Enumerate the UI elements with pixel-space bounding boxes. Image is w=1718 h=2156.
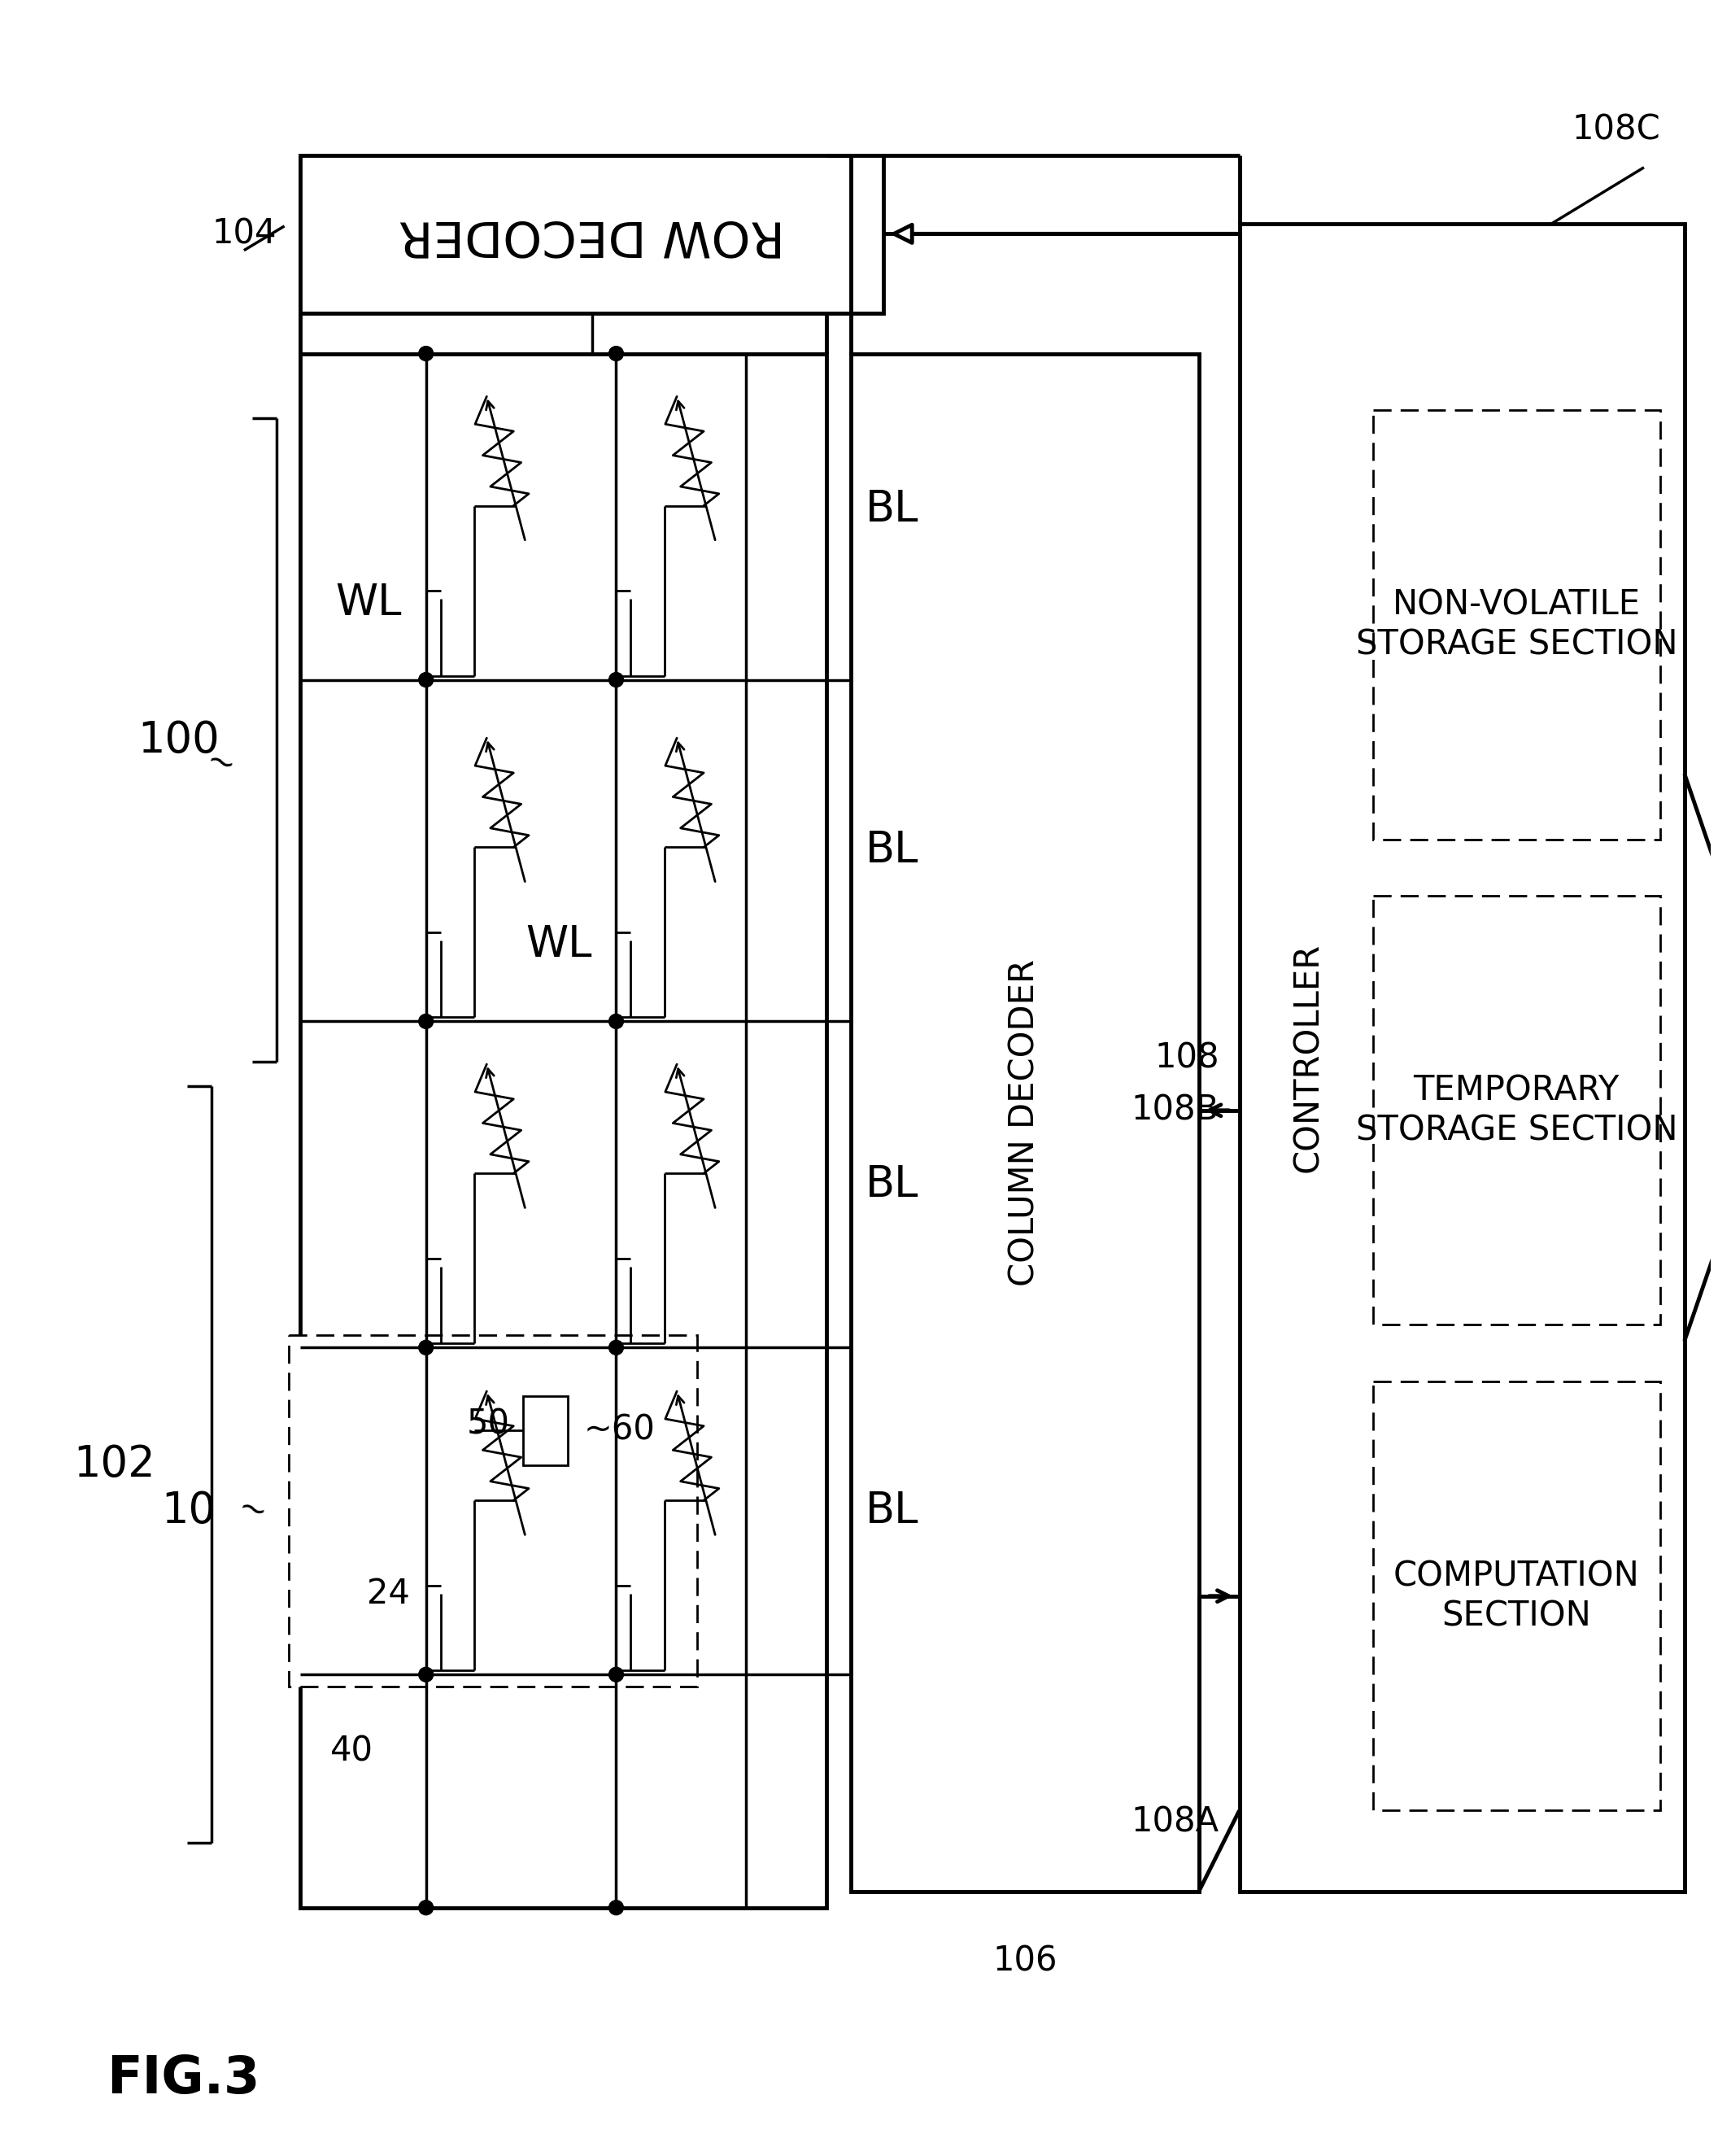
Text: FIG.3: FIG.3 <box>107 2053 259 2104</box>
Bar <box>1239 224 1684 1891</box>
Text: WL: WL <box>335 582 402 623</box>
Bar <box>1373 410 1660 839</box>
Text: 108: 108 <box>1154 1041 1220 1076</box>
Text: COMPUTATION
SECTION: COMPUTATION SECTION <box>1393 1559 1639 1632</box>
Text: BL: BL <box>866 830 919 871</box>
Text: BL: BL <box>866 1490 919 1533</box>
Text: BL: BL <box>866 1164 919 1205</box>
Bar <box>850 354 1199 1891</box>
Circle shape <box>608 673 624 688</box>
Text: 102: 102 <box>74 1442 155 1485</box>
Text: BL: BL <box>866 487 919 530</box>
Text: 108B: 108B <box>1130 1093 1220 1128</box>
Text: TEMPORARY
STORAGE SECTION: TEMPORARY STORAGE SECTION <box>1356 1074 1677 1147</box>
Circle shape <box>419 673 433 688</box>
Circle shape <box>608 1013 624 1028</box>
Text: ~60: ~60 <box>584 1412 655 1447</box>
Text: ROW DECODER: ROW DECODER <box>399 209 785 259</box>
Bar <box>522 1397 567 1464</box>
Text: 108A: 108A <box>1130 1805 1220 1839</box>
Text: ~: ~ <box>234 1490 271 1533</box>
Text: 40: 40 <box>330 1733 373 1768</box>
Circle shape <box>419 347 433 360</box>
Circle shape <box>419 1899 433 1915</box>
Text: 104: 104 <box>211 218 277 252</box>
Bar <box>301 155 883 313</box>
Text: 10: 10 <box>161 1490 215 1533</box>
Text: 24: 24 <box>368 1576 411 1611</box>
Text: ~: ~ <box>201 744 241 785</box>
Text: CONTROLLER: CONTROLLER <box>1290 942 1325 1173</box>
Circle shape <box>608 347 624 360</box>
Circle shape <box>419 1667 433 1682</box>
Circle shape <box>419 1341 433 1354</box>
Text: NON-VOLATILE
STORAGE SECTION: NON-VOLATILE STORAGE SECTION <box>1356 589 1677 662</box>
Text: WL: WL <box>526 923 593 966</box>
Text: 100: 100 <box>137 718 220 761</box>
Circle shape <box>608 1341 624 1354</box>
Bar <box>1373 1382 1660 1811</box>
Circle shape <box>419 1013 433 1028</box>
Text: 108C: 108C <box>1572 112 1660 147</box>
Text: 50: 50 <box>467 1408 510 1442</box>
Bar <box>301 354 826 1908</box>
Bar <box>289 1335 698 1686</box>
Circle shape <box>608 1667 624 1682</box>
Text: COLUMN DECODER: COLUMN DECODER <box>1008 959 1041 1285</box>
Circle shape <box>608 1899 624 1915</box>
Bar <box>1373 897 1660 1326</box>
Text: 106: 106 <box>993 1945 1057 1979</box>
